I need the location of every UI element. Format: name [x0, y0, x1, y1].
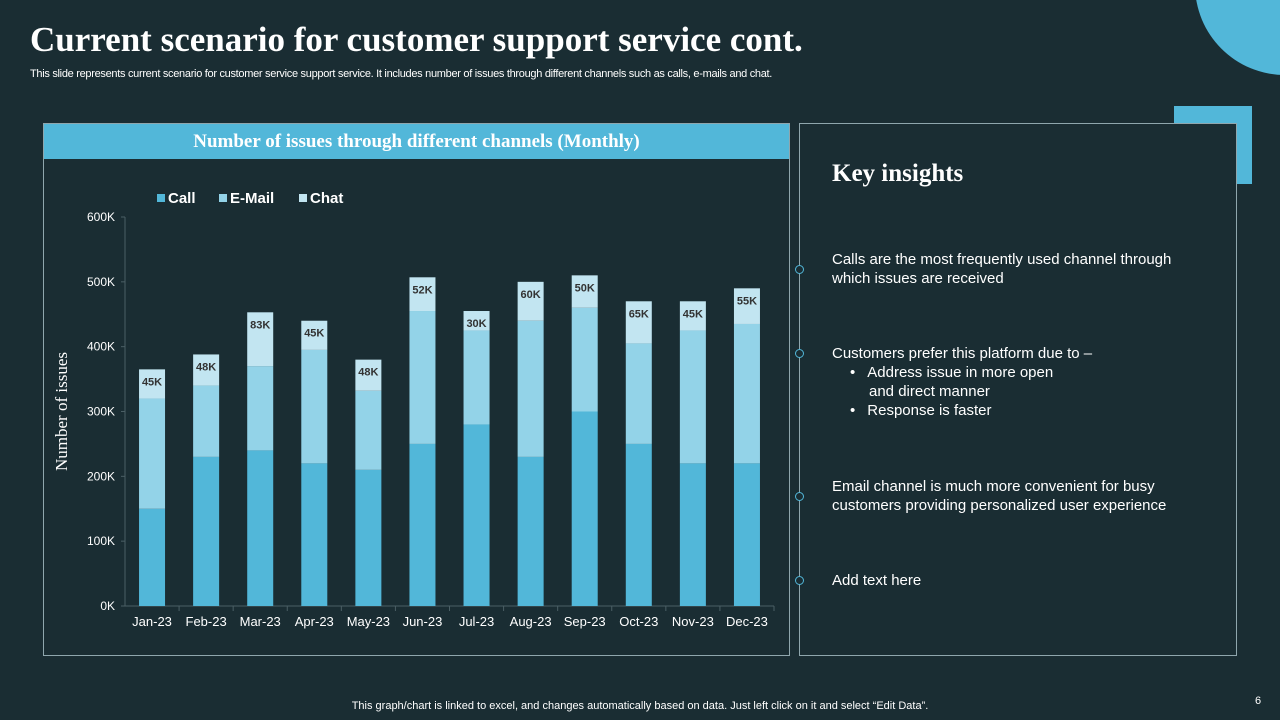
x-tick-label: Oct-23: [619, 614, 658, 629]
y-axis-title: Number of issues: [52, 352, 71, 471]
x-tick-label: Jun-23: [403, 614, 443, 629]
bar-data-label: 30K: [466, 318, 486, 330]
slide-title: Current scenario for customer support se…: [30, 20, 803, 59]
legend-label: E-Mail: [230, 190, 274, 207]
bar-data-label: 52K: [412, 284, 432, 296]
bar-segment-chat: [301, 320, 328, 350]
bar-segment-call: [301, 463, 328, 606]
bar-segment-email: [355, 390, 382, 470]
bar-segment-call: [571, 411, 598, 606]
bar-segment-chat: [679, 301, 706, 331]
bar-segment-chat: [463, 311, 490, 331]
bar-segment-call: [679, 463, 706, 606]
bar-data-label: 55K: [737, 295, 757, 307]
legend-swatch: [157, 194, 165, 202]
stacked-bar-chart[interactable]: 0K 100K 200K 300K 400K 500K 600K Number of issu…: [44, 124, 791, 657]
x-tick-label: Mar-23: [240, 614, 281, 629]
y-tick-label: 400K: [87, 340, 115, 354]
timeline-dot-icon: [795, 492, 804, 501]
insight-item: Customers prefer this platform due to – …: [795, 344, 1212, 420]
decorative-circle: [1195, 0, 1280, 75]
x-tick-label: Aug-23: [510, 614, 552, 629]
bar-segment-call: [517, 456, 544, 606]
y-tick-label: 0K: [100, 599, 115, 613]
insight-item: Add text here: [795, 571, 1212, 590]
x-tick-label: Jan-23: [132, 614, 172, 629]
bar-segment-call: [733, 463, 760, 606]
bar-data-label: 48K: [196, 361, 216, 373]
bar-segment-chat: [193, 354, 220, 386]
bar-segment-email: [733, 323, 760, 464]
bar-segment-chat: [355, 359, 382, 391]
footer-note: This graph/chart is linked to excel, and…: [351, 700, 929, 712]
bar-data-label: 60K: [521, 289, 541, 301]
bar-segment-chat: [517, 281, 544, 321]
slide-subtitle: This slide represents current scenario f…: [30, 68, 773, 80]
bar-data-label: 45K: [304, 328, 324, 340]
bar-segment-chat: [139, 369, 166, 399]
bar-segment-email: [301, 349, 328, 464]
bar-segment-email: [247, 366, 274, 451]
chart-title: Number of issues through different chann…: [44, 124, 789, 159]
insight-bullet: Response is faster: [850, 401, 1212, 420]
bar-segment-call: [625, 443, 652, 606]
bar-data-label: 83K: [250, 319, 270, 331]
x-tick-label: May-23: [347, 614, 390, 629]
bar-segment-chat: [247, 312, 274, 367]
bar-segment-chat: [409, 277, 436, 312]
y-tick-label: 600K: [87, 210, 115, 224]
y-tick-label: 100K: [87, 534, 115, 548]
bar-segment-call: [463, 424, 490, 606]
bar-segment-call: [409, 443, 436, 606]
x-tick-label: Nov-23: [672, 614, 714, 629]
x-tick-label: Sep-23: [564, 614, 606, 629]
x-tick-label: Feb-23: [186, 614, 227, 629]
insight-item: Email channel is much more convenient fo…: [795, 477, 1212, 515]
insight-item: Calls are the most frequently used chann…: [795, 250, 1212, 288]
bar-segment-email: [139, 398, 166, 509]
legend-label: Call: [168, 190, 196, 207]
y-tick-label: 300K: [87, 405, 115, 419]
bar-data-label: 48K: [358, 367, 378, 379]
timeline-dot-icon: [795, 349, 804, 358]
y-tick-label: 200K: [87, 469, 115, 483]
bar-segment-call: [355, 469, 382, 606]
bar-data-label: 50K: [575, 282, 595, 294]
bar-segment-email: [679, 330, 706, 464]
bar-segment-chat: [571, 275, 598, 308]
insight-text: Calls are the most frequently used chann…: [832, 251, 1172, 287]
x-tick-label: Jul-23: [459, 614, 494, 629]
insight-text: Customers prefer this platform due to –: [832, 345, 1093, 362]
insights-panel: Key insights Calls are the most frequent…: [795, 123, 1237, 656]
timeline-dot-icon: [795, 265, 804, 274]
bar-segment-call: [139, 508, 166, 606]
bar-segment-chat: [733, 288, 760, 324]
legend-swatch: [299, 194, 307, 202]
x-tick-label: Dec-23: [726, 614, 768, 629]
insights-title: Key insights: [832, 160, 964, 187]
insight-text: Add text here: [832, 572, 922, 589]
bar-segment-email: [409, 311, 436, 444]
x-tick-label: Apr-23: [295, 614, 334, 629]
bar-data-label: 45K: [683, 308, 703, 320]
insight-text: Email channel is much more convenient fo…: [832, 478, 1167, 514]
bar-segment-email: [463, 330, 490, 425]
y-tick-label: 500K: [87, 275, 115, 289]
bar-segment-email: [193, 385, 220, 457]
bar-data-label: 65K: [629, 308, 649, 320]
bar-segment-email: [625, 343, 652, 444]
legend-label: Chat: [310, 190, 343, 207]
bar-segment-call: [247, 450, 274, 606]
timeline-dot-icon: [795, 576, 804, 585]
bar-segment-chat: [625, 301, 652, 344]
page-number: 6: [1255, 695, 1262, 707]
bar-segment-email: [571, 307, 598, 412]
legend-swatch: [219, 194, 227, 202]
chart-panel[interactable]: Number of issues through different chann…: [43, 123, 790, 656]
bar-segment-call: [193, 456, 220, 606]
bar-segment-email: [517, 320, 544, 457]
bar-data-label: 45K: [142, 376, 162, 388]
